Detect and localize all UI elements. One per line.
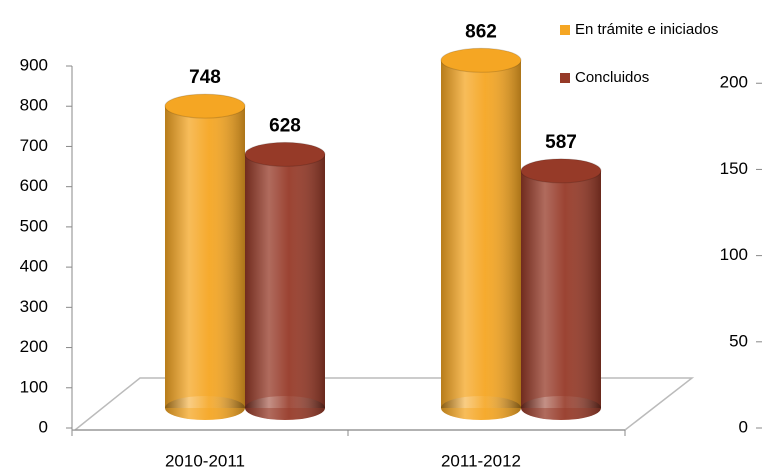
y-tick-label: 900 [20,55,48,74]
bar-top [164,93,246,119]
y-tick-label: 500 [20,216,48,235]
data-label: 862 [465,21,497,42]
data-label: 628 [269,115,301,136]
bar-bottom-shade [521,396,601,420]
x-tick-label: 2010-2011 [165,451,245,470]
x-tick-label: 2011-2012 [441,451,521,470]
bar-bottom-shade [441,396,521,420]
y2-tick-label: 0 [739,417,748,436]
bar-top [244,141,326,167]
bar-shade [441,60,521,408]
y-tick-label: 800 [20,96,48,115]
y-tick-label: 200 [20,337,48,356]
y2-tick-label: 150 [720,159,748,178]
legend-swatch [560,73,570,83]
bar-top [520,158,602,184]
bar-shade [521,170,601,408]
legend-label: Concluidos [575,69,649,86]
bar-bottom-shade [245,396,325,420]
y2-tick-label: 50 [729,331,748,350]
y2-tick-label: 100 [720,245,748,264]
bar-top [440,47,522,73]
data-label: 587 [545,132,577,153]
bar-shade [245,154,325,408]
y-tick-label: 400 [20,257,48,276]
legend-swatch [560,25,570,35]
y-tick-label: 0 [39,417,48,436]
bar-shade [165,106,245,408]
y-tick-label: 300 [20,297,48,316]
data-label: 748 [189,67,221,88]
y-tick-label: 700 [20,136,48,155]
y-tick-label: 100 [20,377,48,396]
y-tick-label: 600 [20,176,48,195]
bar-bottom-shade [165,396,245,420]
y2-tick-label: 200 [720,73,748,92]
legend-label: En trámite e iniciados [575,21,718,38]
